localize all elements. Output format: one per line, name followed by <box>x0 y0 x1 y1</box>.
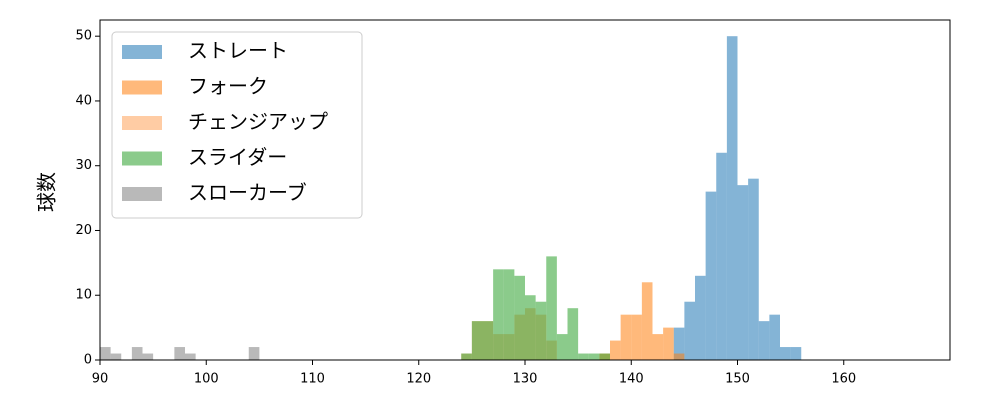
bar <box>248 347 260 360</box>
x-tick-label: 90 <box>92 372 109 387</box>
bar <box>131 347 143 360</box>
y-tick-label: 30 <box>75 158 92 173</box>
bar <box>631 314 642 360</box>
bar <box>535 301 547 360</box>
bar <box>705 191 717 360</box>
bar <box>567 308 579 360</box>
x-tick-label: 150 <box>725 372 750 387</box>
y-tick-label: 20 <box>75 223 92 238</box>
y-tick-label: 10 <box>75 288 92 303</box>
bar <box>578 353 589 360</box>
bar <box>641 282 653 360</box>
legend-label: スライダー <box>188 145 287 169</box>
bar <box>684 301 695 360</box>
bar <box>493 269 504 360</box>
legend-label: フォーク <box>188 74 268 98</box>
legend-swatch <box>122 80 162 95</box>
bar <box>790 347 802 360</box>
bar <box>174 347 185 360</box>
y-tick-label: 40 <box>75 93 92 108</box>
bar <box>610 340 621 360</box>
bar <box>758 321 770 360</box>
bar <box>599 353 610 360</box>
bar <box>471 321 483 360</box>
bar <box>503 269 515 360</box>
x-tick-label: 130 <box>513 372 538 387</box>
bar <box>461 353 472 360</box>
bar <box>525 295 536 360</box>
y-tick-label: 0 <box>84 353 92 368</box>
bar <box>514 275 525 360</box>
bar <box>588 353 600 360</box>
bar <box>100 347 111 360</box>
bar <box>726 36 738 360</box>
bar <box>556 334 568 360</box>
bar <box>482 321 494 360</box>
bar <box>716 152 727 360</box>
bar <box>652 334 664 360</box>
bar <box>673 327 685 360</box>
bar <box>142 353 154 360</box>
legend-swatch <box>122 151 162 166</box>
legend-swatch <box>122 187 162 201</box>
bar <box>110 353 122 360</box>
legend-swatch <box>122 45 162 59</box>
bar <box>620 314 632 360</box>
x-tick-label: 100 <box>194 372 219 387</box>
bar <box>780 347 791 360</box>
bar <box>769 314 780 360</box>
bar <box>663 327 674 360</box>
legend-label: チェンジアップ <box>188 110 328 134</box>
bar <box>695 275 706 360</box>
bar <box>673 353 685 360</box>
x-tick-label: 120 <box>406 372 431 387</box>
bar <box>748 178 759 360</box>
legend-frame <box>111 31 363 219</box>
bar <box>185 353 196 360</box>
bar <box>546 256 557 360</box>
legend-swatch <box>122 116 162 130</box>
y-axis-label: 球数 <box>35 172 59 212</box>
legend-label: ストレート <box>188 39 288 63</box>
x-tick-label: 140 <box>619 372 644 387</box>
y-tick-label: 50 <box>75 29 92 44</box>
legend-label: スローカーブ <box>188 181 307 205</box>
x-tick-label: 110 <box>300 372 325 387</box>
x-tick-label: 160 <box>831 372 856 387</box>
bar <box>737 185 749 360</box>
